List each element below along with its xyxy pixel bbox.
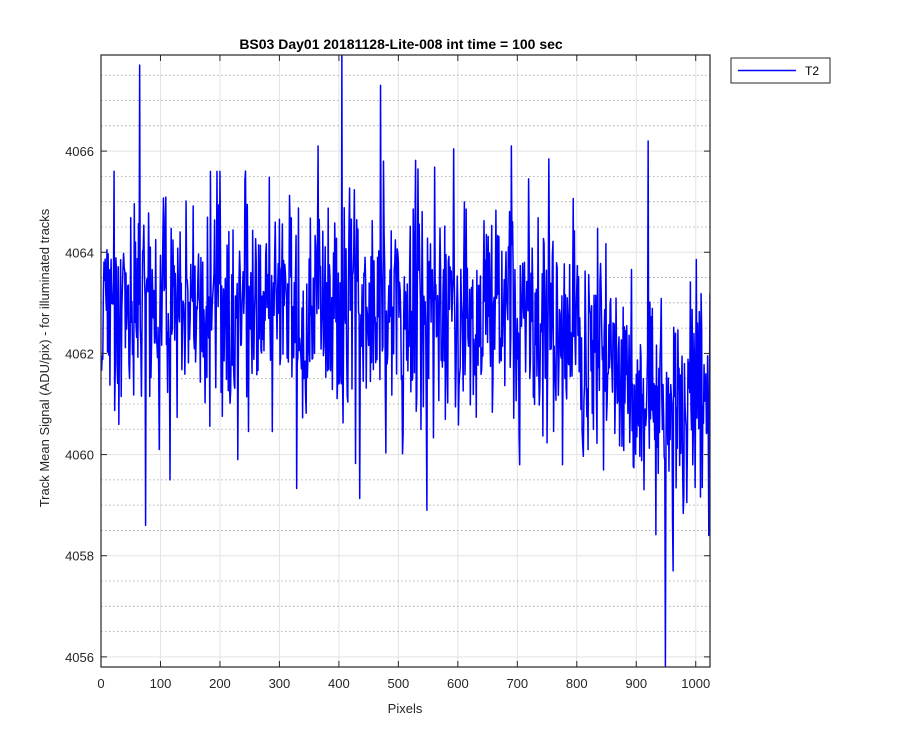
y-tick-label: 4058 xyxy=(65,549,94,564)
x-tick-label: 300 xyxy=(269,676,291,691)
x-tick-label: 200 xyxy=(209,676,231,691)
x-tick-label: 100 xyxy=(150,676,172,691)
plot-area: 0 100 200 300 400 500 600 700 800 900 1000 4056405… xyxy=(65,54,711,691)
axes-frame xyxy=(100,54,711,668)
legend: T2 xyxy=(730,57,831,84)
x-tick-label: 500 xyxy=(388,676,410,691)
y-tick-label: 4064 xyxy=(65,245,94,260)
x-tick-label: 0 xyxy=(97,676,104,691)
x-axis-ticks: 0 100 200 300 400 500 600 700 800 900 1000 xyxy=(97,55,710,691)
x-tick-label: 400 xyxy=(328,676,350,691)
y-tick-label: 4056 xyxy=(65,650,94,665)
y-axis-ticks: 4056 4058 4060 4062 4064 4066 xyxy=(65,144,710,665)
x-tick-label: 900 xyxy=(625,676,647,691)
legend-label-t2: T2 xyxy=(805,64,819,78)
y-axis-label: Track Mean Signal (ADU/pix) - for illumi… xyxy=(37,208,52,507)
x-tick-label: 1000 xyxy=(681,676,710,691)
y-tick-label: 4062 xyxy=(65,346,94,361)
series-line-t2 xyxy=(101,55,710,667)
x-tick-label: 600 xyxy=(447,676,469,691)
x-axis-label: Pixels xyxy=(388,701,423,716)
x-tick-label: 700 xyxy=(506,676,528,691)
y-tick-label: 4060 xyxy=(65,448,94,463)
y-tick-label: 4066 xyxy=(65,144,94,159)
chart-title: BS03 Day01 20181128-Lite-008 int time = … xyxy=(239,36,563,52)
x-tick-label: 800 xyxy=(566,676,588,691)
